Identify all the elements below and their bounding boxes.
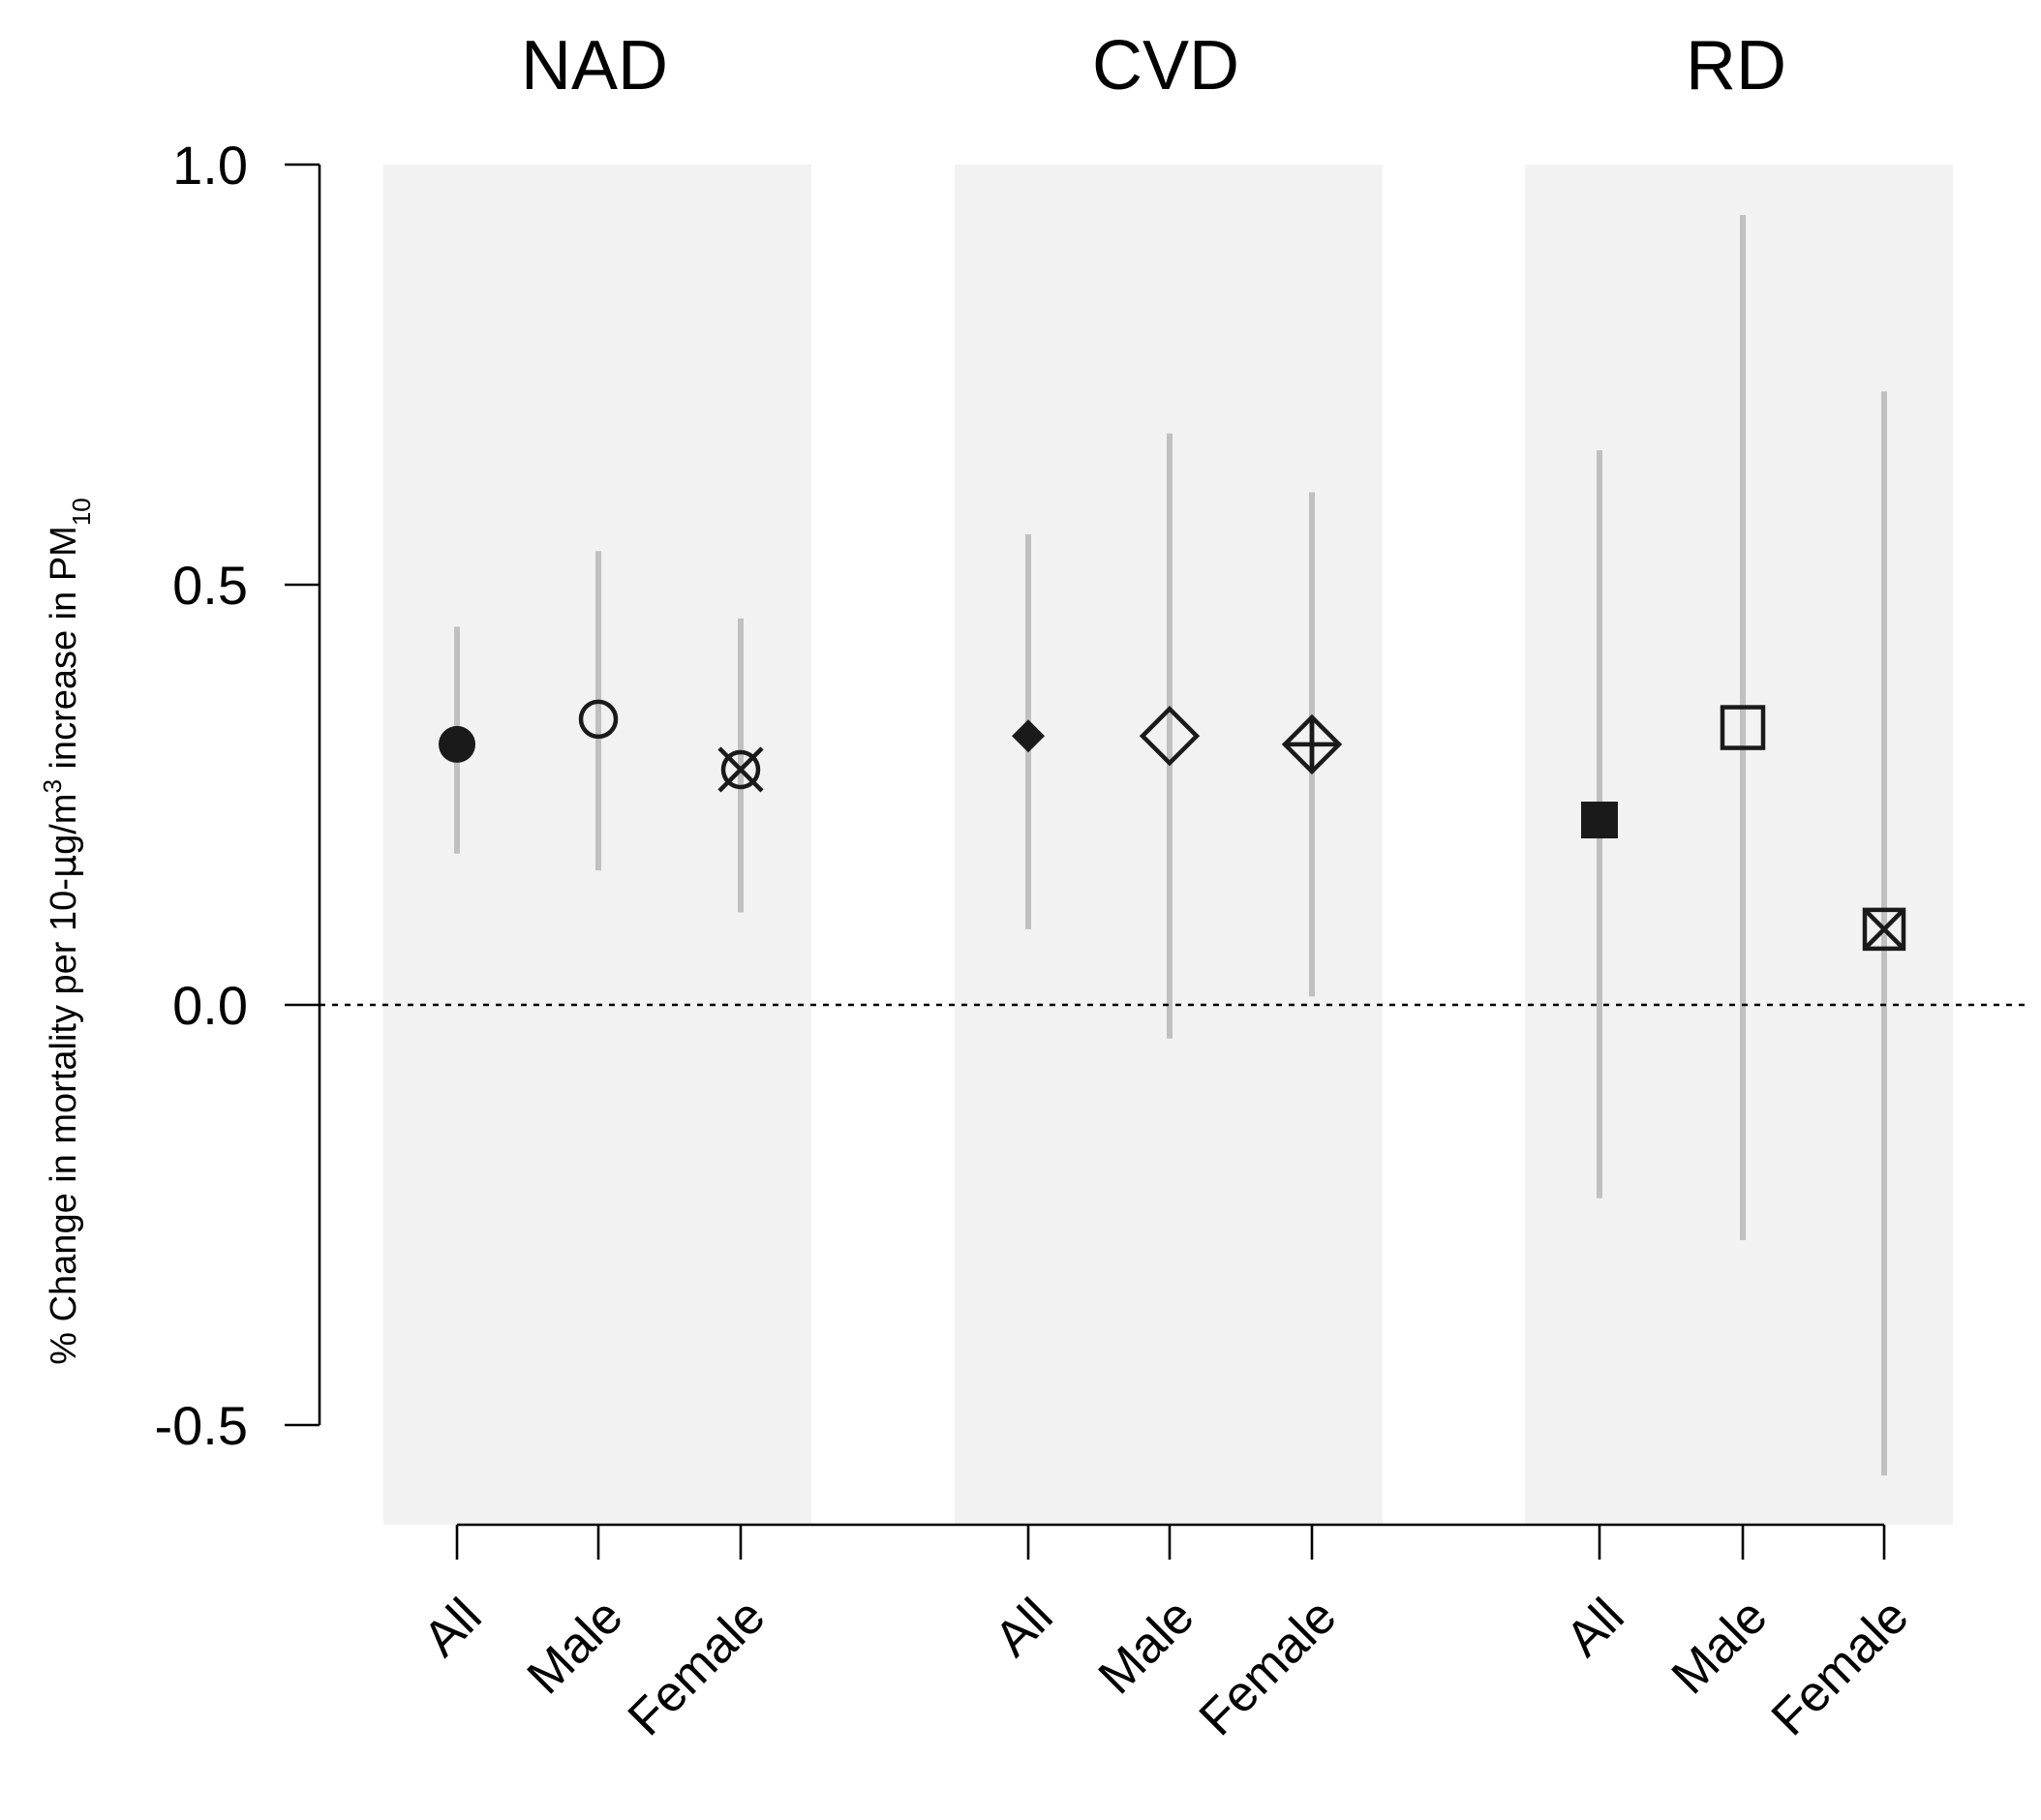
group-title-cvd: CVD bbox=[1092, 27, 1239, 105]
group-titles: NAD CVD RD bbox=[521, 27, 1786, 105]
y-axis-label: % Change in mortality per 10-μg/m3 incre… bbox=[38, 498, 96, 1365]
x-label-rd-all: All bbox=[1556, 1588, 1635, 1667]
ylabel-mu: μ bbox=[42, 855, 84, 878]
y-tick-label-1: 0.5 bbox=[172, 555, 248, 616]
y-tick-label-0: 1.0 bbox=[172, 135, 248, 196]
x-label-nad-male: Male bbox=[517, 1588, 634, 1705]
ylabel-rest: increase in PM bbox=[44, 526, 84, 779]
ylabel-sub: 10 bbox=[67, 498, 96, 526]
marker-cvd-female bbox=[1281, 713, 1343, 775]
x-label-cvd-female: Female bbox=[1189, 1588, 1348, 1746]
group-title-nad: NAD bbox=[521, 27, 668, 105]
ylabel-sup: 3 bbox=[38, 779, 67, 793]
y-tick-label-3: -0.5 bbox=[155, 1395, 249, 1456]
point-estimates bbox=[439, 699, 1906, 952]
marker-rd-male bbox=[1720, 705, 1766, 750]
panel-rd bbox=[1525, 165, 1953, 1525]
x-label-cvd-all: All bbox=[985, 1588, 1064, 1667]
ylabel-main: % Change in mortality per 10- bbox=[44, 878, 84, 1365]
x-label-cvd-male: Male bbox=[1088, 1588, 1205, 1705]
marker-cvd-male bbox=[1139, 706, 1201, 767]
group-title-rd: RD bbox=[1686, 27, 1786, 105]
marker-nad-female bbox=[717, 746, 764, 793]
x-label-nad-all: All bbox=[413, 1588, 493, 1667]
marker-rd-all bbox=[1581, 802, 1618, 839]
ylabel-m: m bbox=[44, 794, 84, 825]
x-label-nad-female: Female bbox=[618, 1588, 777, 1746]
ylabel-g: g/ bbox=[44, 824, 84, 855]
x-label-rd-male: Male bbox=[1661, 1588, 1779, 1705]
marker-nad-male bbox=[578, 699, 619, 740]
marker-rd-female bbox=[1862, 907, 1906, 952]
x-label-rd-female: Female bbox=[1761, 1588, 1920, 1746]
y-tick-label-2: 0.0 bbox=[172, 975, 248, 1036]
y-axis: 1.0 0.5 0.0 -0.5 bbox=[155, 135, 321, 1456]
marker-nad-all bbox=[439, 725, 475, 763]
marker-cvd-all bbox=[1012, 719, 1045, 753]
